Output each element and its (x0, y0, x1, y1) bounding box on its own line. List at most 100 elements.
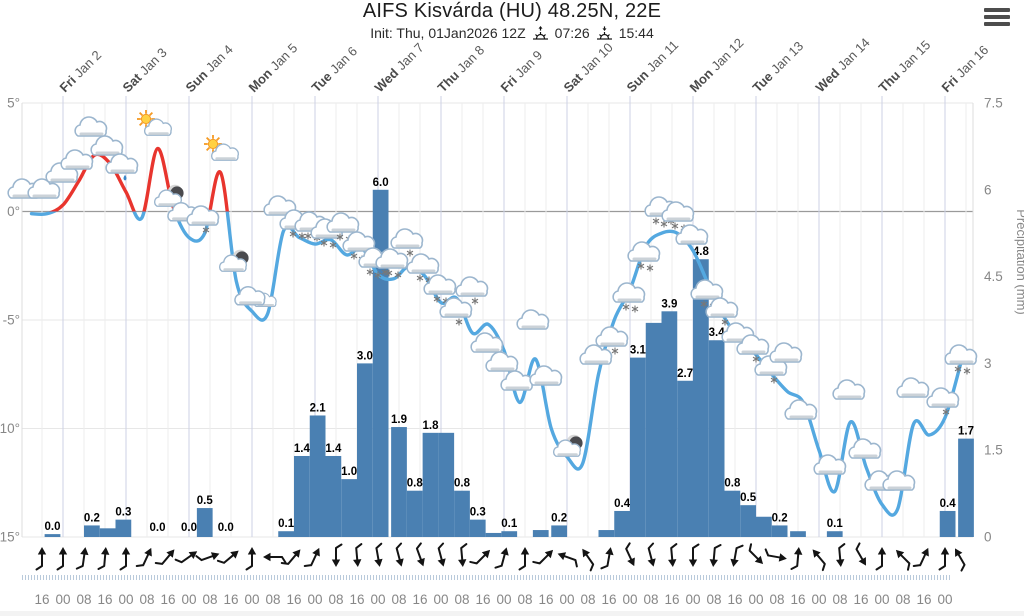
time-tick-label: 08 (895, 592, 910, 607)
precip-bar (406, 490, 423, 537)
day-label: ThuJan 8 (435, 42, 488, 95)
weather-icon-cloud (784, 399, 818, 420)
precip-bar (677, 380, 693, 537)
precip-value-label: 1.9 (391, 414, 407, 426)
precip-value-label: 0.1 (501, 518, 518, 530)
weather-icon-snow1 (186, 205, 220, 234)
precip-axis-label: 1.5 (984, 443, 1003, 458)
precip-bar (598, 530, 615, 537)
precip-value-label: 0.0 (45, 521, 61, 533)
weather-icon-cloud (470, 332, 504, 353)
time-tick-label: 00 (307, 592, 322, 607)
time-tick-label: 08 (580, 592, 595, 607)
precip-bar (708, 340, 725, 537)
day-label: SatJan 10 (561, 40, 616, 95)
precip-value-label: 0.3 (115, 507, 131, 519)
weather-icon-snow1 (705, 297, 739, 326)
precip-bar (939, 510, 956, 537)
precip-bar (693, 259, 709, 537)
wind-arrow (395, 542, 404, 567)
time-tick-label: 16 (853, 592, 868, 607)
precip-bar (661, 311, 678, 537)
temp-axis-label: -5° (3, 313, 20, 328)
wind-arrow (955, 548, 966, 572)
wind-arrow (790, 547, 803, 570)
weather-icon-moon-cloud (219, 249, 249, 272)
weather-icon-snow2 (944, 344, 978, 375)
wind-arrow (263, 552, 287, 564)
precip-bar (724, 490, 741, 537)
precip-bar (614, 510, 630, 537)
weather-icon-snow1 (455, 276, 489, 305)
time-tick-label: 00 (811, 592, 826, 607)
wind-arrow (174, 551, 198, 564)
time-tick-label: 08 (265, 592, 280, 607)
time-tick-label: 08 (454, 592, 469, 607)
weather-icon-cloud (579, 344, 613, 365)
wind-arrow (56, 547, 68, 571)
chart-subtitle: Init: Thu, 01Jan2026 12Z 07:26 15:44 (0, 25, 1024, 41)
time-tick-label: 08 (832, 592, 847, 607)
precip-bar (341, 479, 357, 537)
day-label: FriJan 9 (498, 47, 546, 95)
time-tick-label: 16 (727, 592, 742, 607)
weather-icon-snow2 (627, 241, 661, 272)
time-tick-label: 08 (328, 592, 343, 607)
precip-value-label: 1.4 (325, 443, 342, 455)
day-label: FriJan 16 (939, 42, 992, 95)
precip-axis-label: 7.5 (984, 95, 1003, 110)
wind-arrow (415, 542, 425, 567)
wind-arrow (216, 550, 239, 564)
weather-icon-snow1 (439, 297, 473, 326)
time-tick-label: 08 (202, 592, 217, 607)
day-label: MonJan 12 (687, 35, 747, 95)
wind-arrow (557, 552, 578, 568)
precip-bar (115, 519, 132, 537)
weather-icon-snow2 (661, 201, 695, 232)
weather-icon-snow1 (595, 326, 629, 355)
wind-arrow (938, 547, 950, 571)
weather-icon-cloud (516, 309, 550, 330)
day-label: SunJan 4 (183, 42, 236, 95)
wind-arrow (518, 547, 530, 571)
time-tick-label: 08 (706, 592, 721, 607)
day-label: FriJan 2 (57, 47, 105, 95)
precip-value-label: 1.7 (958, 426, 974, 438)
wind-arrow (668, 543, 678, 567)
precip-value-label: 1.0 (341, 466, 357, 478)
time-tick-label: 16 (538, 592, 553, 607)
precip-axis-label: 3 (984, 356, 992, 371)
precip-bar (630, 357, 646, 537)
wind-arrow (895, 549, 911, 571)
time-tick-label: 08 (139, 592, 154, 607)
weather-icon-snow1 (736, 334, 770, 363)
precip-value-label: 2.1 (310, 402, 327, 414)
weather-icon-cloud (832, 379, 866, 400)
time-tick-label: 08 (76, 592, 91, 607)
wind-arrow (97, 547, 110, 570)
bottom-strip (0, 611, 1024, 616)
wind-arrow (195, 552, 220, 562)
precip-bar (84, 525, 100, 537)
precip-value-label: 0.0 (150, 522, 166, 534)
weather-icon-clouds (234, 285, 277, 308)
weather-icon-cloud (74, 116, 108, 137)
precip-value-label: 0.5 (740, 492, 757, 504)
wind-arrow (35, 547, 47, 571)
precip-value-label: 0.1 (827, 518, 844, 530)
sunrise-icon (532, 25, 548, 40)
weather-icon-cloud (813, 454, 847, 475)
time-tick-label: 16 (349, 592, 364, 607)
hamburger-menu-icon[interactable] (984, 8, 1010, 29)
precip-value-label: 0.2 (84, 512, 100, 524)
precip-value-label: 3.1 (630, 345, 647, 357)
weather-icon-cloud (485, 351, 519, 372)
wind-arrow (600, 547, 614, 570)
wind-arrow (374, 542, 383, 567)
page-title: AIFS Kisvárda (HU) 48.25N, 22E (362, 0, 662, 22)
wind-arrow (625, 542, 635, 567)
precip-value-label: 1.4 (294, 443, 311, 455)
init-label: Init: Thu, 01Jan2026 12Z (370, 25, 526, 41)
precip-bar (372, 189, 389, 537)
time-tick-label: 08 (391, 592, 406, 607)
